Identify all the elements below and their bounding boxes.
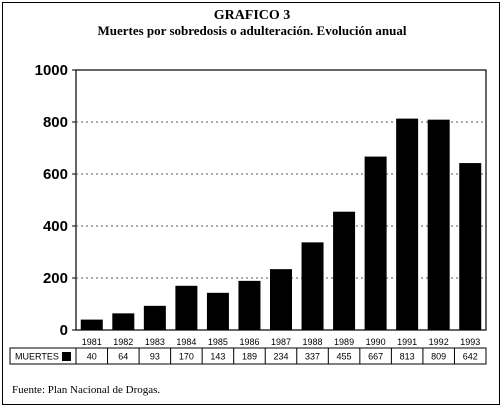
bar-1987 [270,269,292,330]
bar-1983 [143,305,166,330]
data-label: 642 [463,352,478,362]
data-label: 143 [210,352,225,362]
data-label: 337 [305,352,320,362]
y-tick-label: 1000 [35,62,68,79]
data-label: 667 [368,352,383,362]
x-tick-label: 1982 [113,337,133,347]
x-tick-label: 1981 [82,337,102,347]
bar-1981 [80,319,103,330]
data-label: 64 [118,352,128,362]
x-tick-label: 1990 [366,337,386,347]
y-tick-label: 600 [43,166,68,183]
data-label: 234 [273,352,288,362]
bar-1989 [333,211,356,330]
x-tick-label: 1989 [334,337,354,347]
x-tick-label: 1991 [397,337,417,347]
y-tick-label: 800 [43,114,68,131]
series-label: MUERTES [15,352,59,362]
x-tick-label: 1988 [303,337,323,347]
data-label: 93 [150,352,160,362]
data-table [9,347,487,365]
chart-title: GRAFICO 3 [213,8,291,23]
legend-swatch [62,352,71,361]
data-label: 170 [179,352,194,362]
x-tick-label: 1993 [460,337,480,347]
x-tick-label: 1983 [145,337,165,347]
bar-1992 [427,119,450,330]
y-tick-label: 0 [60,322,68,339]
chart-subtitle: Muertes por sobredosis o adulteración. E… [97,23,407,38]
x-tick-label: 1986 [239,337,259,347]
figure-frame [2,2,500,405]
x-tick-label: 1992 [429,337,449,347]
bar-1991 [396,118,419,331]
x-tick-label: 1984 [176,337,196,347]
bar-1982 [112,313,135,330]
bar-1990 [364,156,387,330]
data-label: 189 [242,352,257,362]
x-tick-label: 1985 [208,337,228,347]
y-tick-label: 200 [43,270,68,287]
data-label: 40 [87,352,97,362]
data-label: 809 [431,352,446,362]
bar-1988 [301,242,324,330]
bar-1985 [206,292,229,330]
source-note: Fuente: Plan Nacional de Drogas. [12,384,161,396]
bar-1984 [175,285,198,330]
bar-1986 [238,280,261,330]
y-tick-label: 400 [43,218,68,235]
x-tick-label: 1987 [271,337,291,347]
bar-1993 [459,163,482,330]
data-label: 813 [400,352,415,362]
data-label: 455 [337,352,352,362]
